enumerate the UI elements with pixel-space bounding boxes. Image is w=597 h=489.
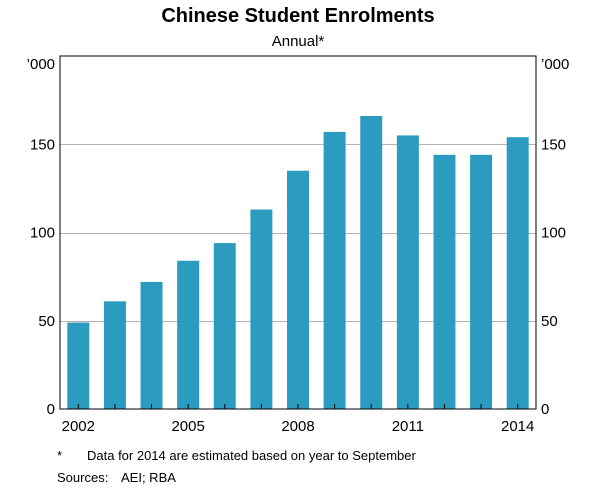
bar-2013 (470, 154, 493, 409)
x-ticks: 2002 2005 2008 2011 2014 (62, 404, 534, 435)
bar-2006 (213, 243, 236, 409)
x-tick-label-2014: 2014 (501, 418, 534, 435)
x-tick-label-2011: 2011 (392, 418, 424, 435)
bar-2003 (103, 301, 126, 409)
y-unit-right: ’000 (541, 56, 569, 73)
x-tick-label-2005: 2005 (171, 418, 204, 435)
bars (67, 116, 529, 410)
bar-2005 (177, 260, 200, 409)
chart-title: Chinese Student Enrolments (161, 5, 434, 27)
y-tick-label-right: 50 (541, 313, 558, 330)
y-tick-label-left: 150 (30, 136, 55, 153)
bar-2004 (140, 281, 163, 409)
bar-2012 (433, 154, 456, 409)
bar-2011 (396, 135, 419, 410)
bar-2007 (250, 209, 273, 409)
y-unit-left: ’000 (27, 56, 55, 73)
bar-2009 (323, 131, 346, 409)
x-tick-label-2008: 2008 (281, 418, 314, 435)
bar-2002 (67, 322, 90, 409)
y-ticks-right: 0 50 100 150 (541, 136, 566, 418)
footnote-text: Data for 2014 are estimated based on yea… (87, 448, 416, 463)
y-ticks-left: 0 50 100 150 (30, 136, 55, 418)
y-tick-label-right: 0 (541, 401, 549, 418)
bar-2008 (287, 170, 309, 409)
sources-text: AEI; RBA (121, 470, 176, 485)
y-tick-label-left: 100 (30, 225, 55, 242)
bar-2010 (360, 116, 383, 409)
y-tick-label-right: 150 (541, 136, 566, 153)
sources-label: Sources: (57, 470, 108, 485)
x-tick-label-2002: 2002 (62, 418, 95, 435)
chart-subtitle: Annual* (272, 33, 325, 50)
y-tick-label-left: 50 (38, 313, 55, 330)
y-tick-label-right: 100 (541, 225, 566, 242)
footnote-marker: * (57, 448, 62, 463)
y-tick-label-left: 0 (47, 401, 55, 418)
bar-2014 (506, 137, 529, 409)
